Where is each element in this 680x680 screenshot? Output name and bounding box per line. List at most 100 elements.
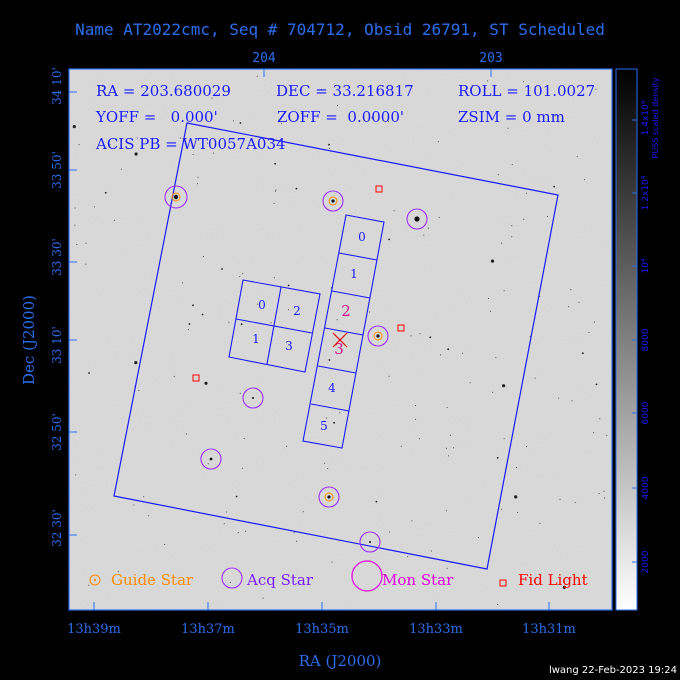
left-tick-label: 33 50' xyxy=(50,151,64,189)
background-star xyxy=(134,152,138,156)
background-star xyxy=(526,446,528,448)
s-chip-label: 4 xyxy=(328,381,336,395)
background-star xyxy=(595,383,598,386)
left-tick-label: 33 30' xyxy=(50,238,64,276)
background-star xyxy=(446,567,448,569)
background-star xyxy=(562,585,566,590)
background-star xyxy=(511,225,513,227)
background-star xyxy=(594,321,595,323)
frame-ticks xyxy=(69,69,550,610)
background-star xyxy=(296,540,298,542)
colorbar-tick: 6000 xyxy=(641,401,651,424)
background-star xyxy=(192,304,194,307)
background-star xyxy=(328,359,331,361)
background-star xyxy=(559,498,561,500)
background-star xyxy=(517,511,519,513)
background-star xyxy=(207,463,209,465)
ra-value: RA = 203.680029 xyxy=(96,82,231,100)
i-chip-label: 0 xyxy=(258,298,266,312)
background-star xyxy=(503,438,505,440)
legend-guide-star: Guide Star xyxy=(111,571,194,589)
background-star xyxy=(221,268,223,270)
background-star xyxy=(197,183,198,185)
colorbar-tick: 8000 xyxy=(641,328,651,351)
i-chip-label: 1 xyxy=(252,332,260,346)
background-star xyxy=(74,207,76,209)
background-star xyxy=(229,582,231,583)
background-star xyxy=(574,502,576,504)
background-star xyxy=(187,329,189,331)
background-star xyxy=(415,418,417,420)
background-star xyxy=(501,242,503,244)
acis-value: ACIS PB = WT0057A034 xyxy=(95,135,286,153)
background-star xyxy=(88,372,90,374)
background-star xyxy=(603,497,605,499)
background-star xyxy=(239,122,242,124)
background-star xyxy=(539,523,541,524)
legend-fid-light: Fid Light xyxy=(518,571,588,589)
background-star xyxy=(447,348,450,351)
background-star xyxy=(568,306,570,308)
background-star xyxy=(239,276,241,278)
background-star xyxy=(449,434,451,436)
background-star xyxy=(288,309,290,311)
bottom-tick-label: 13h33m xyxy=(409,622,463,637)
bottom-tick-label: 13h35m xyxy=(295,622,349,637)
background-star xyxy=(369,311,370,313)
roll-value: ROLL = 101.0027 xyxy=(458,82,595,100)
background-star xyxy=(101,84,104,87)
background-star xyxy=(502,384,506,388)
background-star xyxy=(429,336,432,339)
background-star xyxy=(570,289,572,291)
background-star xyxy=(206,142,208,144)
background-star xyxy=(507,127,509,129)
left-tick-label: 33 10' xyxy=(50,326,64,364)
background-star xyxy=(202,256,204,257)
background-star xyxy=(72,125,76,129)
background-star xyxy=(243,438,245,439)
background-star xyxy=(148,515,150,517)
background-star xyxy=(185,433,187,435)
background-star xyxy=(274,162,276,165)
background-star xyxy=(503,290,505,292)
background-star xyxy=(138,390,140,391)
bottom-tick-label: 13h31m xyxy=(522,622,576,637)
background-star xyxy=(223,523,225,525)
background-star xyxy=(228,321,230,323)
background-star xyxy=(411,520,413,522)
background-star xyxy=(327,468,329,469)
background-star xyxy=(469,382,471,384)
dec-value: DEC = 33.216817 xyxy=(276,82,414,100)
left-tick-label: 34 10' xyxy=(50,67,64,105)
background-star xyxy=(603,490,605,492)
bottom-tick-label: 13h39m xyxy=(67,622,121,637)
background-star xyxy=(94,206,95,208)
colorbar-tick: 2000 xyxy=(641,550,651,573)
background-star xyxy=(525,192,527,194)
background-star xyxy=(197,176,199,178)
background-star xyxy=(182,282,184,284)
background-star xyxy=(488,297,489,299)
left-tick-label: 32 30' xyxy=(50,509,64,547)
background-star xyxy=(497,174,499,176)
background-star xyxy=(388,238,390,241)
background-star xyxy=(462,352,464,354)
background-star xyxy=(453,447,454,449)
colorbar-label: PUSS scaled density xyxy=(651,77,660,158)
background-star xyxy=(134,361,138,365)
guide-star-markers xyxy=(171,192,383,502)
background-star xyxy=(400,445,402,447)
background-star xyxy=(393,210,395,212)
background-star xyxy=(245,530,247,532)
background-star xyxy=(438,216,440,218)
background-star xyxy=(331,561,333,563)
background-star xyxy=(328,148,330,149)
background-star xyxy=(515,467,517,469)
background-star xyxy=(286,445,288,447)
star-dots xyxy=(173,194,420,543)
background-star xyxy=(74,224,76,226)
zoff-value: ZOFF = 0.0000' xyxy=(277,108,404,126)
background-star xyxy=(295,187,298,190)
background-star xyxy=(256,75,258,77)
